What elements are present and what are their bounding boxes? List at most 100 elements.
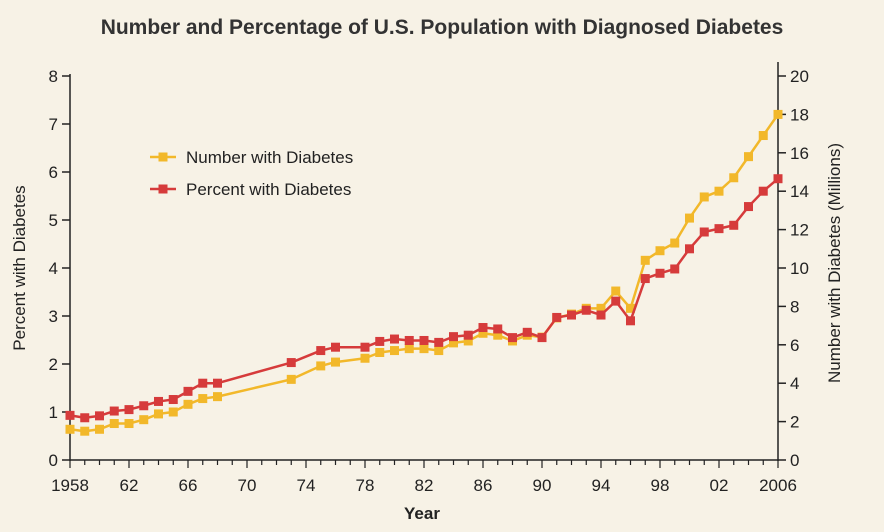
data-point-percent-with-diabetes bbox=[213, 378, 222, 388]
y-right-tick-label: 4 bbox=[790, 374, 799, 393]
data-point-percent-with-diabetes bbox=[404, 335, 414, 345]
data-point-number-with-diabetes bbox=[596, 303, 606, 313]
data-point-number-with-diabetes bbox=[183, 399, 193, 409]
series-group bbox=[65, 109, 783, 436]
y-left-tick-label: 4 bbox=[49, 259, 58, 278]
data-point-number-with-diabetes bbox=[390, 346, 399, 356]
y-right-tick-label: 10 bbox=[790, 259, 809, 278]
data-point-percent-with-diabetes bbox=[139, 401, 149, 411]
data-point-percent-with-diabetes bbox=[65, 410, 75, 420]
data-point-percent-with-diabetes bbox=[596, 310, 606, 320]
data-point-percent-with-diabetes bbox=[80, 413, 90, 423]
data-point-number-with-diabetes bbox=[670, 238, 680, 248]
data-point-percent-with-diabetes bbox=[331, 342, 340, 352]
data-point-number-with-diabetes bbox=[729, 173, 739, 183]
legend-label-number: Number with Diabetes bbox=[186, 148, 353, 167]
legend-marker-percent bbox=[158, 184, 168, 194]
data-point-number-with-diabetes bbox=[316, 361, 326, 371]
data-point-percent-with-diabetes bbox=[699, 227, 709, 237]
y-right-tick-label: 14 bbox=[790, 182, 809, 201]
y-left-tick-label: 7 bbox=[49, 115, 58, 134]
y-left-tick-label: 0 bbox=[49, 451, 58, 470]
data-point-percent-with-diabetes bbox=[493, 324, 503, 334]
x-tick-label: 90 bbox=[533, 476, 552, 495]
x-tick-label: 66 bbox=[179, 476, 198, 495]
data-point-number-with-diabetes bbox=[404, 344, 414, 354]
y-axis-right-label: Number with Diabetes (Millions) bbox=[825, 143, 844, 383]
y-right-tick-label: 20 bbox=[790, 67, 809, 86]
data-point-number-with-diabetes bbox=[168, 407, 178, 417]
data-point-percent-with-diabetes bbox=[522, 327, 532, 337]
x-tick-label: 2006 bbox=[759, 476, 797, 495]
data-point-number-with-diabetes bbox=[640, 255, 650, 265]
legend: Number with Diabetes Percent with Diabet… bbox=[150, 148, 353, 199]
data-point-number-with-diabetes bbox=[493, 330, 503, 340]
data-point-number-with-diabetes bbox=[434, 346, 444, 356]
data-point-percent-with-diabetes bbox=[640, 274, 650, 284]
data-point-percent-with-diabetes bbox=[183, 386, 193, 396]
data-point-number-with-diabetes bbox=[331, 357, 340, 367]
data-point-percent-with-diabetes bbox=[567, 310, 576, 320]
data-point-percent-with-diabetes bbox=[685, 244, 694, 254]
data-point-percent-with-diabetes bbox=[434, 337, 444, 347]
data-point-percent-with-diabetes bbox=[154, 396, 163, 406]
data-point-percent-with-diabetes bbox=[714, 224, 724, 234]
data-point-number-with-diabetes bbox=[685, 213, 694, 223]
data-point-percent-with-diabetes bbox=[537, 333, 547, 343]
data-point-number-with-diabetes bbox=[80, 426, 90, 436]
data-point-number-with-diabetes bbox=[360, 353, 370, 363]
data-point-number-with-diabetes bbox=[744, 152, 753, 162]
data-point-percent-with-diabetes bbox=[463, 330, 473, 340]
data-point-percent-with-diabetes bbox=[758, 186, 768, 196]
y-left-tick-label: 5 bbox=[49, 211, 58, 230]
x-tick-label: 78 bbox=[356, 476, 375, 495]
data-point-percent-with-diabetes bbox=[286, 358, 296, 368]
data-point-percent-with-diabetes bbox=[95, 411, 104, 421]
y-left-tick-label: 3 bbox=[49, 307, 58, 326]
x-tick-label: 94 bbox=[592, 476, 611, 495]
y-right-tick-label: 12 bbox=[790, 221, 809, 240]
y-right-tick-label: 0 bbox=[790, 451, 799, 470]
data-point-percent-with-diabetes bbox=[375, 336, 385, 346]
data-point-number-with-diabetes bbox=[95, 424, 104, 434]
data-point-number-with-diabetes bbox=[449, 338, 458, 348]
x-tick-label: 82 bbox=[415, 476, 434, 495]
data-point-percent-with-diabetes bbox=[419, 335, 429, 345]
data-point-percent-with-diabetes bbox=[360, 342, 370, 352]
data-point-number-with-diabetes bbox=[65, 424, 75, 434]
data-point-number-with-diabetes bbox=[419, 344, 429, 354]
data-point-percent-with-diabetes bbox=[744, 202, 753, 212]
y-right-tick-label: 18 bbox=[790, 105, 809, 124]
x-tick-label: 62 bbox=[120, 476, 139, 495]
y-right-tick-label: 6 bbox=[790, 336, 799, 355]
y-right-tick-label: 16 bbox=[790, 144, 809, 163]
data-point-number-with-diabetes bbox=[124, 419, 134, 429]
y-axis-left-label: Percent with Diabetes bbox=[10, 185, 29, 350]
data-point-percent-with-diabetes bbox=[198, 378, 208, 388]
data-point-number-with-diabetes bbox=[375, 347, 385, 357]
data-point-percent-with-diabetes bbox=[729, 220, 739, 230]
data-point-percent-with-diabetes bbox=[655, 268, 665, 278]
data-point-number-with-diabetes bbox=[109, 419, 119, 429]
x-tick-label: 98 bbox=[651, 476, 670, 495]
x-tick-label: 1958 bbox=[51, 476, 89, 495]
data-point-percent-with-diabetes bbox=[109, 406, 119, 416]
data-point-percent-with-diabetes bbox=[478, 323, 488, 333]
legend-label-percent: Percent with Diabetes bbox=[186, 180, 351, 199]
series-line-percent-with-diabetes bbox=[69, 177, 779, 420]
data-point-number-with-diabetes bbox=[286, 374, 296, 384]
x-axis-label: Year bbox=[404, 504, 440, 523]
x-tick-label: 02 bbox=[710, 476, 729, 495]
legend-marker-number bbox=[158, 152, 168, 162]
data-point-number-with-diabetes bbox=[213, 392, 222, 402]
data-point-number-with-diabetes bbox=[655, 246, 665, 256]
y-right-tick-label: 8 bbox=[790, 297, 799, 316]
data-point-percent-with-diabetes bbox=[611, 296, 621, 306]
data-point-percent-with-diabetes bbox=[124, 405, 134, 415]
data-point-number-with-diabetes bbox=[611, 286, 621, 296]
y-left-tick-label: 6 bbox=[49, 163, 58, 182]
data-point-number-with-diabetes bbox=[463, 336, 473, 346]
data-point-percent-with-diabetes bbox=[773, 174, 783, 184]
